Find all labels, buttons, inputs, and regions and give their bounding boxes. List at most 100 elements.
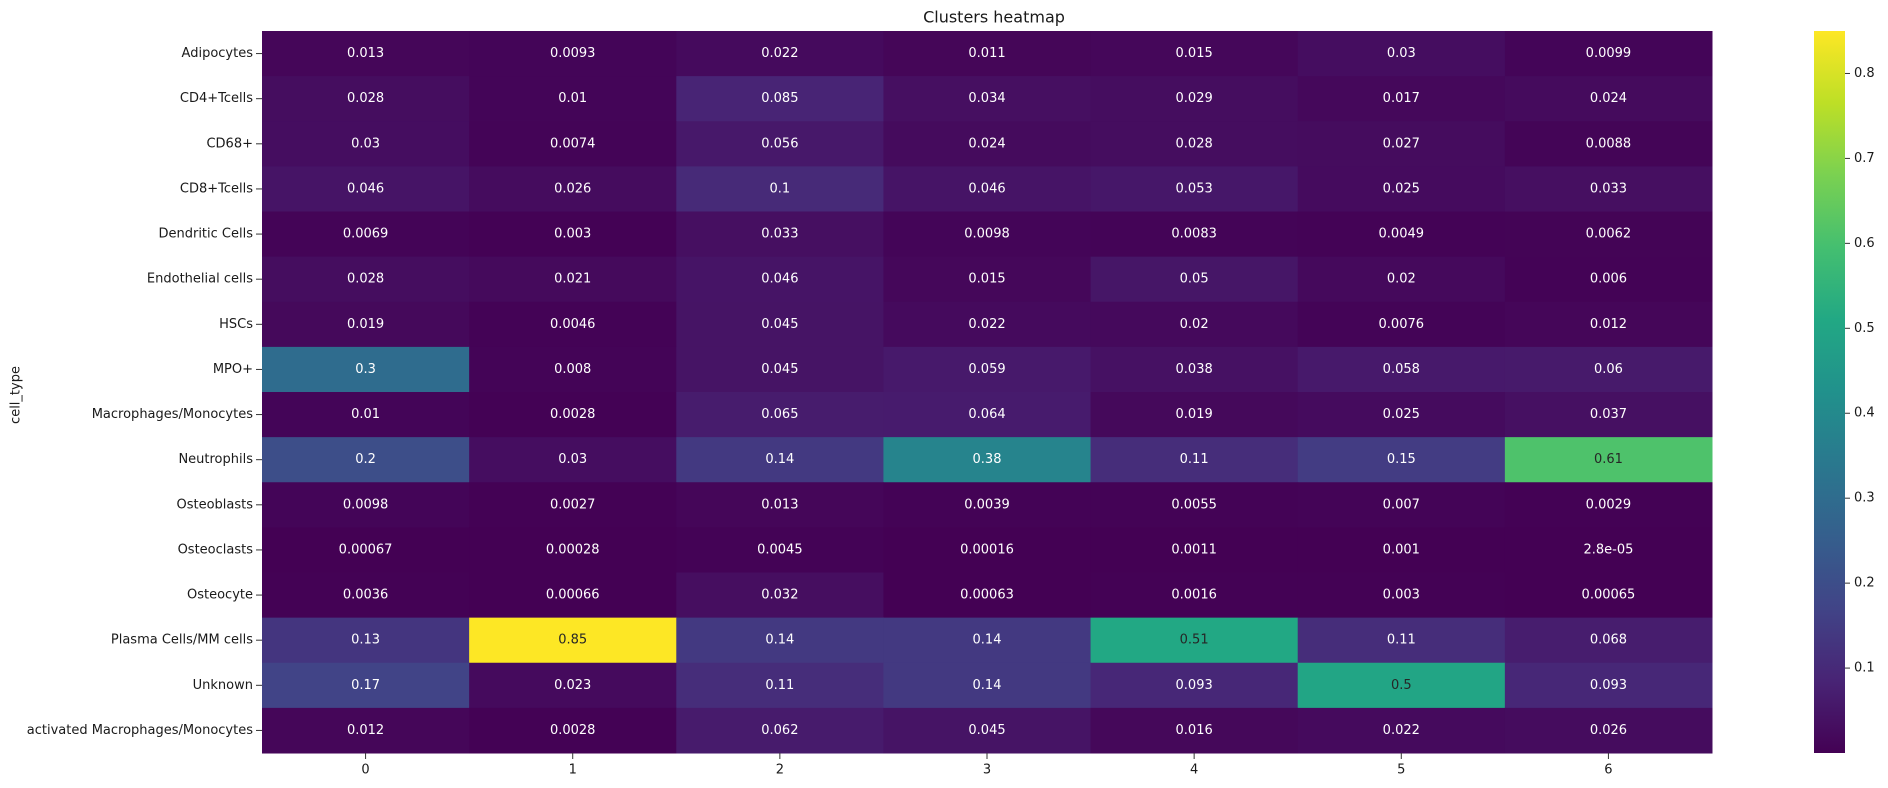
colorbar-tick-label: 0.5 [1854, 321, 1875, 336]
colorbar-tick-label: 0.4 [1854, 406, 1875, 421]
cell-value-label: 0.11 [1387, 633, 1416, 648]
cell-value-label: 0.011 [968, 46, 1005, 61]
heatmap-cell [1297, 662, 1506, 709]
heatmap-cell [1504, 662, 1713, 709]
heatmap-cell [676, 31, 884, 77]
cell-value-label: 0.008 [554, 362, 591, 377]
heatmap-cell [1090, 707, 1299, 754]
cell-value-label: 0.0098 [964, 227, 1010, 242]
heatmap-cell [883, 76, 1092, 122]
cell-value-label: 0.028 [1176, 136, 1213, 151]
heatmap-cell [1297, 301, 1506, 348]
cell-value-label: 0.024 [968, 136, 1005, 151]
cell-value-label: 0.015 [968, 272, 1005, 287]
cell-value-label: 0.0076 [1379, 317, 1425, 332]
heatmap-cell [676, 482, 884, 528]
y-tick-label: CD8+Tcells [180, 181, 253, 196]
heatmap-cell [883, 256, 1092, 303]
heatmap-cell [262, 166, 470, 213]
heatmap-cell [1090, 572, 1299, 619]
cell-value-label: 0.064 [968, 407, 1005, 422]
heatmap-cell [1090, 527, 1299, 574]
cell-value-label: 0.032 [761, 588, 798, 603]
cell-value-label: 0.012 [347, 723, 384, 738]
cell-value-label: 0.0039 [964, 497, 1010, 512]
x-tick-label: 2 [776, 763, 784, 778]
y-tick-label: Endothelial cells [147, 272, 253, 287]
heatmap-cell [1090, 211, 1299, 258]
heatmap-cell [1504, 301, 1713, 348]
heatmap-cells [262, 31, 1713, 754]
cell-value-label: 0.007 [1383, 497, 1420, 512]
cell-value-label: 0.033 [1590, 181, 1627, 196]
heatmap-cell [1504, 31, 1713, 77]
heatmap-cell [1090, 121, 1299, 167]
cell-value-label: 0.03 [1387, 46, 1416, 61]
cell-value-label: 0.001 [1383, 542, 1420, 557]
y-tick-label: Adipocytes [182, 46, 254, 61]
heatmap-cell [262, 617, 470, 664]
heatmap-cell [1090, 482, 1299, 528]
heatmap-cell [262, 346, 470, 393]
heatmap-cell [883, 31, 1092, 77]
heatmap-cell [1090, 256, 1299, 303]
cell-value-label: 0.05 [1180, 272, 1209, 287]
cell-value-label: 0.0028 [550, 723, 596, 738]
cell-value-label: 0.085 [761, 91, 798, 106]
heatmap-cell [1297, 211, 1506, 258]
cell-value-label: 0.065 [761, 407, 798, 422]
heatmap-cell [469, 256, 677, 303]
cell-value-label: 0.056 [761, 136, 798, 151]
cell-value-label: 0.029 [1176, 91, 1213, 106]
cell-value-label: 0.01 [351, 407, 380, 422]
cell-value-label: 0.023 [554, 678, 591, 693]
cell-value-label: 0.028 [347, 91, 384, 106]
heatmap-cell [1504, 256, 1713, 303]
heatmap-cell [1504, 617, 1713, 664]
heatmap-cell [262, 121, 470, 167]
heatmap-cell [1504, 76, 1713, 122]
heatmap-cell [883, 437, 1092, 483]
cell-value-label: 0.2 [355, 452, 376, 467]
heatmap-cell [1504, 121, 1713, 167]
heatmap-cell [676, 662, 884, 709]
x-tick-label: 6 [1604, 763, 1612, 778]
cell-value-label: 0.00028 [546, 542, 600, 557]
heatmap-cell [469, 707, 677, 754]
cell-value-label: 0.02 [1180, 317, 1209, 332]
heatmap-cell [883, 392, 1092, 438]
cell-value-label: 0.15 [1387, 452, 1416, 467]
cell-value-label: 0.51 [1180, 633, 1209, 648]
cell-value-label: 0.022 [1383, 723, 1420, 738]
heatmap-cell [1297, 617, 1506, 664]
heatmap-cell [262, 211, 470, 258]
heatmap-cell [676, 121, 884, 167]
cell-value-label: 0.0049 [1379, 227, 1425, 242]
cell-value-label: 0.17 [351, 678, 380, 693]
heatmap-cell [469, 121, 677, 167]
y-tick-label: HSCs [219, 317, 253, 332]
cell-value-label: 0.02 [1387, 272, 1416, 287]
heatmap-cell [1504, 346, 1713, 393]
heatmap-cell [883, 121, 1092, 167]
cell-value-label: 0.034 [968, 91, 1005, 106]
y-tick-label: Unknown [193, 678, 253, 693]
heatmap-cell [883, 211, 1092, 258]
y-tick-label: Osteocyte [187, 588, 253, 603]
colorbar-tick-label: 0.6 [1854, 236, 1875, 251]
heatmap-cell [469, 617, 677, 664]
cell-value-label: 0.059 [968, 362, 1005, 377]
heatmap-cell [262, 527, 470, 574]
cell-value-label: 0.03 [351, 136, 380, 151]
heatmap-cell-labels: 0.013 0.0093 0.022 0.011 0.015 0.03 0.0099 0.02… [339, 46, 1636, 738]
heatmap-cell [883, 346, 1092, 393]
heatmap-cell [883, 662, 1092, 709]
cell-value-label: 0.38 [973, 452, 1002, 467]
cell-value-label: 0.021 [554, 272, 591, 287]
colorbar-ticks: 0.1 0.2 0.3 0.4 0.5 0.6 0.7 0.8 [1845, 66, 1875, 676]
heatmap-cell [1504, 392, 1713, 438]
cell-value-label: 0.00016 [960, 542, 1014, 557]
cell-value-label: 0.0088 [1586, 136, 1632, 151]
cell-value-label: 0.11 [765, 678, 794, 693]
cell-value-label: 0.045 [761, 362, 798, 377]
